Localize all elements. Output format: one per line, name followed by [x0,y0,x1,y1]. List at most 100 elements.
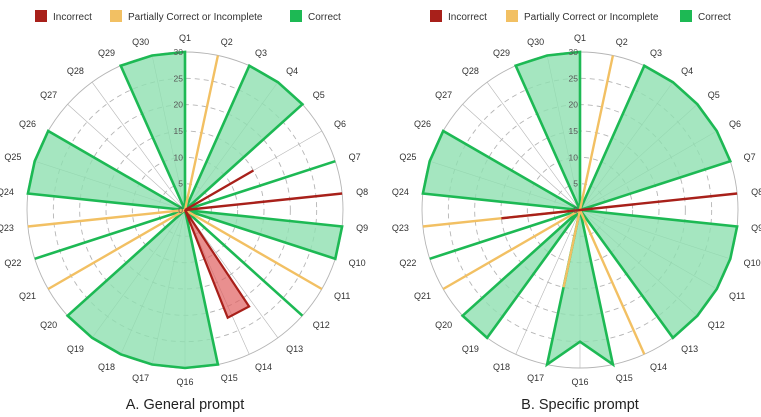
category-label-b-q16: Q16 [571,377,588,387]
category-label-b-q21: Q21 [414,291,431,301]
category-label-a-q8: Q8 [356,187,368,197]
category-label-b-q25: Q25 [399,152,416,162]
category-label-a-q17: Q17 [132,373,149,383]
category-label-a-q6: Q6 [334,119,346,129]
radial-tick-label-b: 15 [569,126,579,136]
category-label-a-q14: Q14 [255,362,272,372]
category-label-a-q18: Q18 [98,362,115,372]
grid-spoke-a [67,104,186,211]
grid-ring-b [553,183,607,237]
category-label-b-q22: Q22 [399,258,416,268]
category-label-b-q8: Q8 [751,187,761,197]
grid-spoke-a [184,209,279,339]
chart-b-caption: B. Specific prompt [521,397,639,413]
legend-a-partial-swatch [110,10,122,22]
legend-a: Incorrect Partially Correct or Incomplet… [35,10,341,23]
category-label-b-q24: Q24 [392,187,409,197]
grid-spoke-a [91,81,186,211]
legend-a-partial-label: Partially Correct or Incomplete [128,12,263,23]
grid-ring-b [447,77,713,343]
category-label-a-q5: Q5 [313,90,325,100]
radial-tick-label-b: 20 [569,100,579,110]
category-label-a-q4: Q4 [286,66,298,76]
category-label-a-q28: Q28 [67,66,84,76]
category-label-b-q18: Q18 [493,362,510,372]
category-label-b-q17: Q17 [527,373,544,383]
chart-a-caption: A. General prompt [126,397,244,413]
legend-b-incorrect-swatch [430,10,442,22]
category-label-b-q28: Q28 [462,66,479,76]
category-label-b-q26: Q26 [414,119,431,129]
category-label-a-q3: Q3 [255,48,267,58]
category-label-b-q11: Q11 [729,291,745,301]
legend-a-correct-swatch [290,10,302,22]
category-label-a-q11: Q11 [334,291,350,301]
category-label-b-q1: Q1 [574,33,586,43]
legend-a-incorrect-label: Incorrect [53,12,92,23]
category-label-b-q6: Q6 [729,119,741,129]
category-label-b-q7: Q7 [744,152,756,162]
category-label-a-q13: Q13 [286,344,303,354]
legend-b-correct-swatch [680,10,692,22]
category-label-a-q26: Q26 [19,119,36,129]
category-label-b-q30: Q30 [527,37,544,47]
category-label-b-q27: Q27 [435,90,452,100]
category-label-a-q2: Q2 [221,37,233,47]
category-label-a-q10: Q10 [349,258,366,268]
category-label-b-q14: Q14 [650,362,667,372]
category-label-a-q25: Q25 [4,152,21,162]
radial-tick-label-b: 0 [573,205,578,215]
category-label-a-q30: Q30 [132,37,149,47]
category-label-b-q29: Q29 [493,48,510,58]
radial-tick-label-b: 5 [573,179,578,189]
grid-spoke-b [515,209,581,355]
radial-tick-label-b: 25 [569,73,579,83]
category-label-a-q20: Q20 [40,320,57,330]
radial-tick-label-a: 20 [174,100,184,110]
category-label-b-q9: Q9 [751,223,761,233]
radial-tick-label-b: 10 [569,152,579,162]
legend-b-incorrect-label: Incorrect [448,12,487,23]
grid-ring-a [158,183,212,237]
radial-tick-label-a: 25 [174,73,184,83]
category-label-a-q19: Q19 [67,344,84,354]
category-label-a-q27: Q27 [40,90,57,100]
category-label-a-q9: Q9 [356,223,368,233]
category-label-a-q7: Q7 [349,152,361,162]
radial-tick-label-a: 30 [174,47,184,57]
category-label-a-q16: Q16 [176,377,193,387]
radar-chart-specific: 0 5 10 15 20 25 30 Q1 Q2 Q3 Q4 Q5 Q6 Q7 Q8 Q9 Q10 Q11 Q12 Q… [392,33,761,387]
category-label-b-q3: Q3 [650,48,662,58]
grid-ring-a [52,77,318,343]
category-label-b-q10: Q10 [744,258,761,268]
category-label-b-q2: Q2 [616,37,628,47]
category-label-b-q19: Q19 [462,344,479,354]
legend-b-partial-label: Partially Correct or Incomplete [524,12,659,23]
category-label-b-q4: Q4 [681,66,693,76]
category-label-a-q15: Q15 [221,373,238,383]
category-label-b-q12: Q12 [708,320,725,330]
category-label-b-q15: Q15 [616,373,633,383]
category-label-a-q24: Q24 [0,187,14,197]
legend-b-correct-label: Correct [698,12,731,23]
legend-b-partial-swatch [506,10,518,22]
category-label-a-q29: Q29 [98,48,115,58]
radial-tick-label-b: 30 [569,47,579,57]
radial-tick-label-a: 10 [174,152,184,162]
category-label-b-q20: Q20 [435,320,452,330]
legend-b: Incorrect Partially Correct or Incomplet… [430,10,731,23]
category-label-a-q22: Q22 [4,258,21,268]
category-label-a-q21: Q21 [19,291,36,301]
legend-a-correct-label: Correct [308,12,341,23]
category-label-a-q12: Q12 [313,320,330,330]
category-label-a-q1: Q1 [179,33,191,43]
radial-tick-label-a: 5 [178,179,183,189]
radial-tick-label-a: 0 [178,205,183,215]
grid-spoke-b [462,104,581,211]
category-label-b-q23: Q23 [392,223,409,233]
grid-spoke-b [486,81,581,211]
category-label-a-q23: Q23 [0,223,14,233]
category-label-b-q5: Q5 [708,90,720,100]
